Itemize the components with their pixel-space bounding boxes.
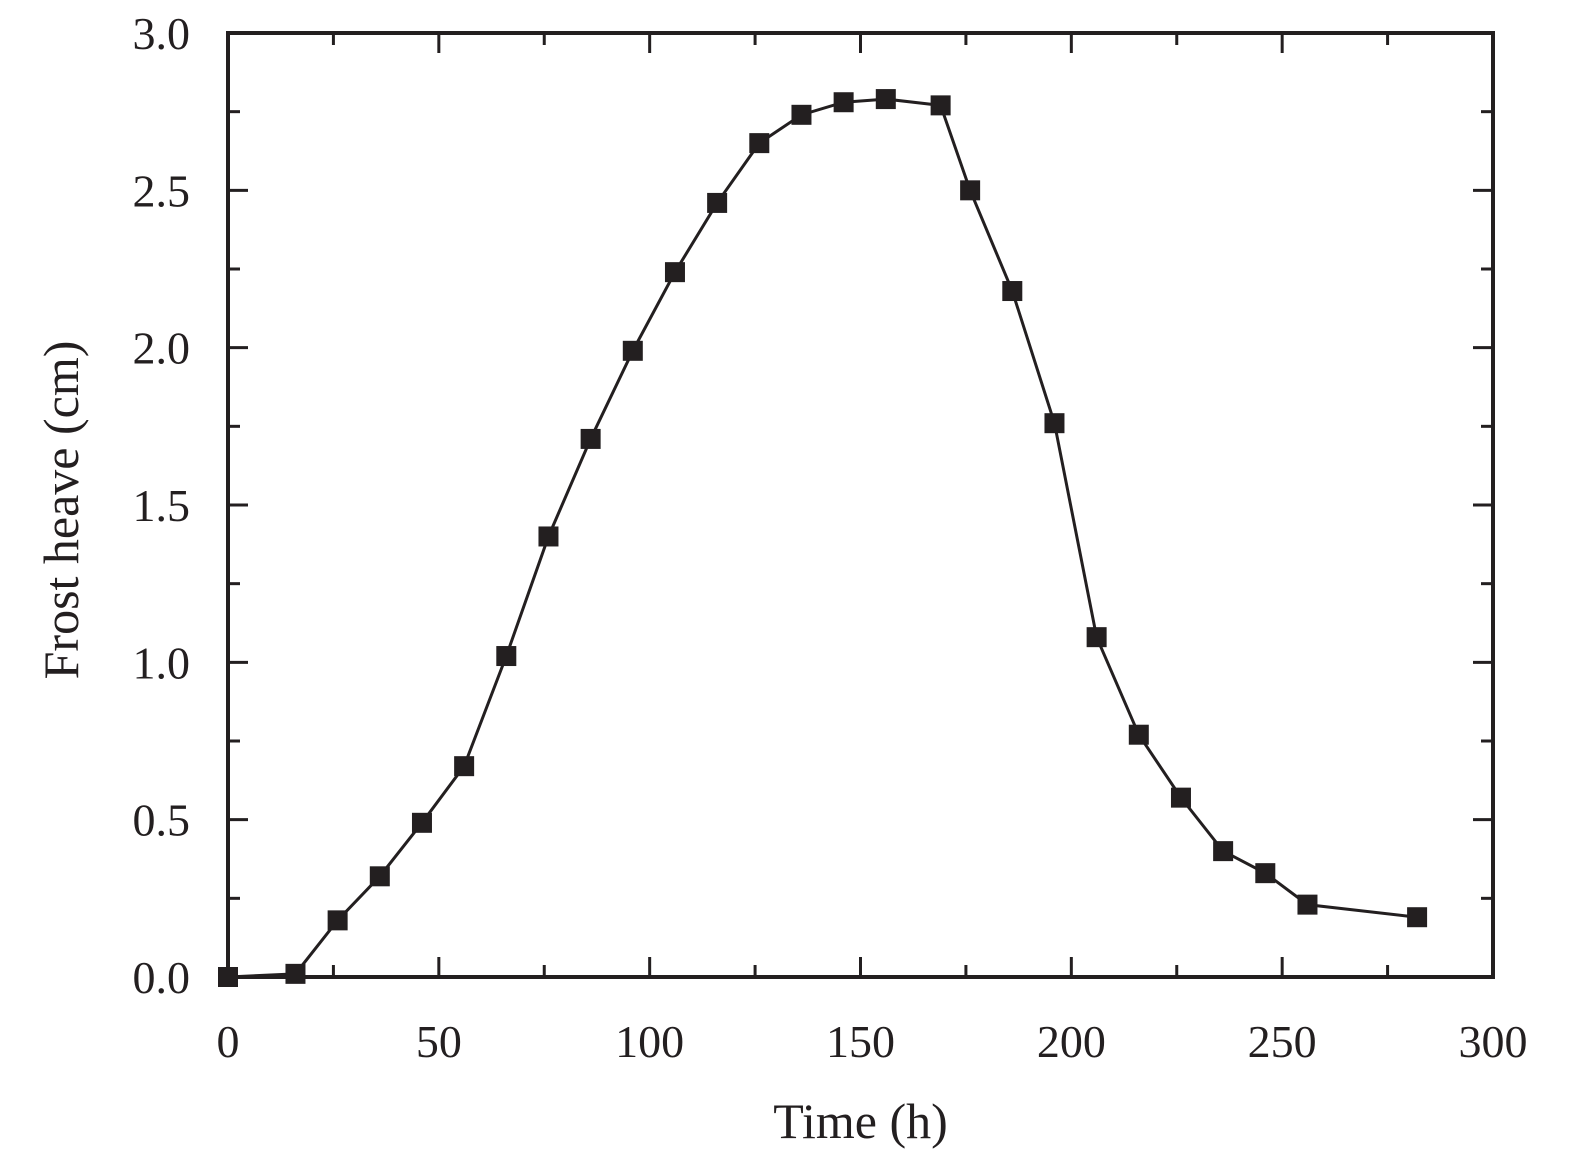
plot-frame bbox=[226, 31, 1495, 979]
x-tick-label: 200 bbox=[1037, 1016, 1106, 1067]
data-point-marker bbox=[960, 180, 981, 201]
data-point-marker bbox=[327, 910, 348, 931]
y-tick-label: 1.5 bbox=[133, 480, 191, 531]
data-point-marker bbox=[580, 428, 601, 449]
series-markers bbox=[218, 89, 1428, 987]
y-tick-label: 2.0 bbox=[133, 323, 191, 374]
data-point-marker bbox=[749, 133, 770, 154]
data-point-marker bbox=[833, 92, 854, 113]
data-point-marker bbox=[791, 104, 812, 125]
x-tick-label: 100 bbox=[615, 1016, 684, 1067]
data-point-marker bbox=[1255, 863, 1276, 884]
data-point-marker bbox=[1002, 281, 1023, 302]
data-point-marker bbox=[622, 340, 643, 361]
tick-labels: 0 50 100 150 200 250 300 0.0 0.5 1.0 1.5 2.0 2.5 3.0 bbox=[133, 8, 1528, 1067]
data-point-marker bbox=[1407, 907, 1428, 928]
data-point-marker bbox=[930, 95, 951, 116]
data-point-marker bbox=[1297, 894, 1318, 915]
data-point-marker bbox=[1044, 413, 1065, 434]
data-point-marker bbox=[411, 812, 432, 833]
x-axis-title: Time (h) bbox=[773, 1093, 948, 1149]
data-point-marker bbox=[1213, 841, 1234, 862]
x-tick-label: 0 bbox=[217, 1016, 240, 1067]
data-point-marker bbox=[454, 756, 475, 777]
data-point-marker bbox=[538, 526, 559, 547]
y-tick-label: 0.0 bbox=[133, 952, 191, 1003]
y-axis-title: Frost heave (cm) bbox=[33, 341, 89, 680]
data-point-marker bbox=[369, 866, 390, 887]
data-point-marker bbox=[1128, 724, 1149, 745]
data-point-marker bbox=[875, 89, 896, 110]
y-tick-label: 1.0 bbox=[133, 637, 191, 688]
x-tick-label: 250 bbox=[1248, 1016, 1317, 1067]
y-tick-label: 0.5 bbox=[133, 795, 191, 846]
data-point-marker bbox=[496, 646, 517, 667]
data-point-marker bbox=[1086, 627, 1107, 648]
series-line bbox=[227, 97, 1418, 979]
y-tick-label: 3.0 bbox=[133, 8, 191, 59]
data-point-marker bbox=[664, 262, 685, 283]
data-point-marker bbox=[285, 963, 306, 984]
x-tick-label: 150 bbox=[826, 1016, 895, 1067]
x-tick-label: 50 bbox=[416, 1016, 462, 1067]
x-tick-label: 300 bbox=[1459, 1016, 1528, 1067]
axis-ticks bbox=[226, 31, 1495, 979]
data-point-marker bbox=[1170, 787, 1191, 808]
data-point-marker bbox=[707, 192, 728, 213]
y-tick-label: 2.5 bbox=[133, 165, 191, 216]
